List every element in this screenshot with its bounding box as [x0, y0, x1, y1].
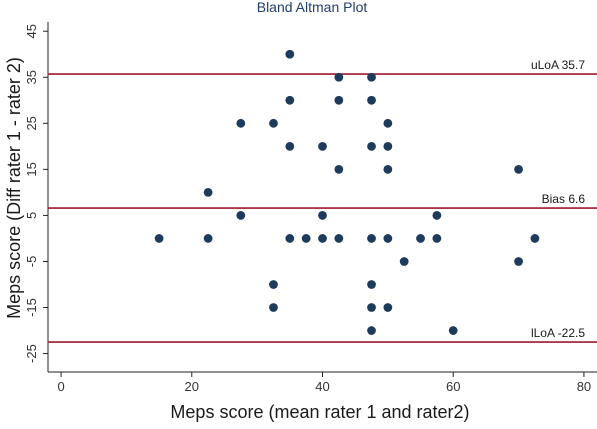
data-point — [301, 234, 311, 243]
data-point — [367, 95, 376, 105]
x-tick-label: 0 — [57, 379, 64, 394]
data-point — [285, 95, 295, 105]
y-tick-label: 25 — [24, 116, 39, 130]
data-point — [383, 234, 393, 243]
data-point — [334, 164, 344, 174]
data-point — [318, 234, 327, 243]
y-tick-label: -5 — [24, 256, 39, 268]
y-axis-title: Meps score (Diff rater 1 - rater 2) — [4, 57, 24, 319]
data-point — [203, 187, 213, 197]
data-point — [318, 141, 327, 151]
y-tick-label: -15 — [24, 298, 39, 317]
data-point — [432, 211, 442, 220]
reference-line-label: uLoA 35.7 — [531, 58, 585, 72]
y-tick-label: 15 — [24, 162, 39, 176]
data-point — [367, 326, 376, 335]
x-tick-label: 20 — [185, 379, 199, 394]
data-point — [236, 118, 246, 128]
data-point — [367, 280, 376, 289]
data-point — [154, 234, 164, 243]
data-point — [367, 141, 376, 151]
data-point — [367, 303, 376, 312]
data-point — [448, 326, 458, 335]
plot-area: 45 35 25 15 5 -5 -15 -25 0 20 40 60 80 uLoA 35.7 Bias … — [24, 22, 597, 394]
data-point — [383, 118, 393, 128]
data-point — [383, 141, 393, 151]
data-point — [269, 303, 278, 312]
data-point — [367, 72, 376, 82]
x-axis-title: Meps score (mean rater 1 and rater2) — [170, 402, 469, 422]
data-point — [203, 234, 213, 243]
reference-line-label: Bias 6.6 — [542, 192, 586, 206]
data-point — [416, 234, 425, 243]
data-point — [530, 234, 540, 243]
data-point — [367, 234, 376, 243]
data-point — [285, 141, 295, 151]
data-point — [432, 234, 442, 243]
y-tick-label: 45 — [24, 24, 39, 38]
data-point — [285, 234, 295, 243]
data-point — [383, 303, 393, 312]
data-point — [334, 72, 344, 82]
data-point — [383, 164, 393, 174]
y-tick-label: 5 — [24, 212, 39, 219]
data-point — [514, 257, 523, 266]
data-point — [399, 257, 409, 266]
x-tick-label: 40 — [315, 379, 329, 394]
data-point — [318, 211, 327, 220]
data-point — [285, 49, 295, 59]
y-tick-label: -25 — [24, 344, 39, 363]
data-point — [334, 95, 344, 105]
y-tick-label: 35 — [24, 70, 39, 84]
data-point — [236, 211, 246, 220]
x-tick-label: 60 — [446, 379, 460, 394]
chart-title: Bland Altman Plot — [257, 0, 368, 15]
x-tick-label: 80 — [577, 379, 591, 394]
data-point — [269, 280, 278, 289]
data-point — [334, 234, 344, 243]
reference-line-label: lLoA -22.5 — [531, 326, 585, 340]
data-point — [514, 164, 523, 174]
data-point — [269, 118, 278, 128]
